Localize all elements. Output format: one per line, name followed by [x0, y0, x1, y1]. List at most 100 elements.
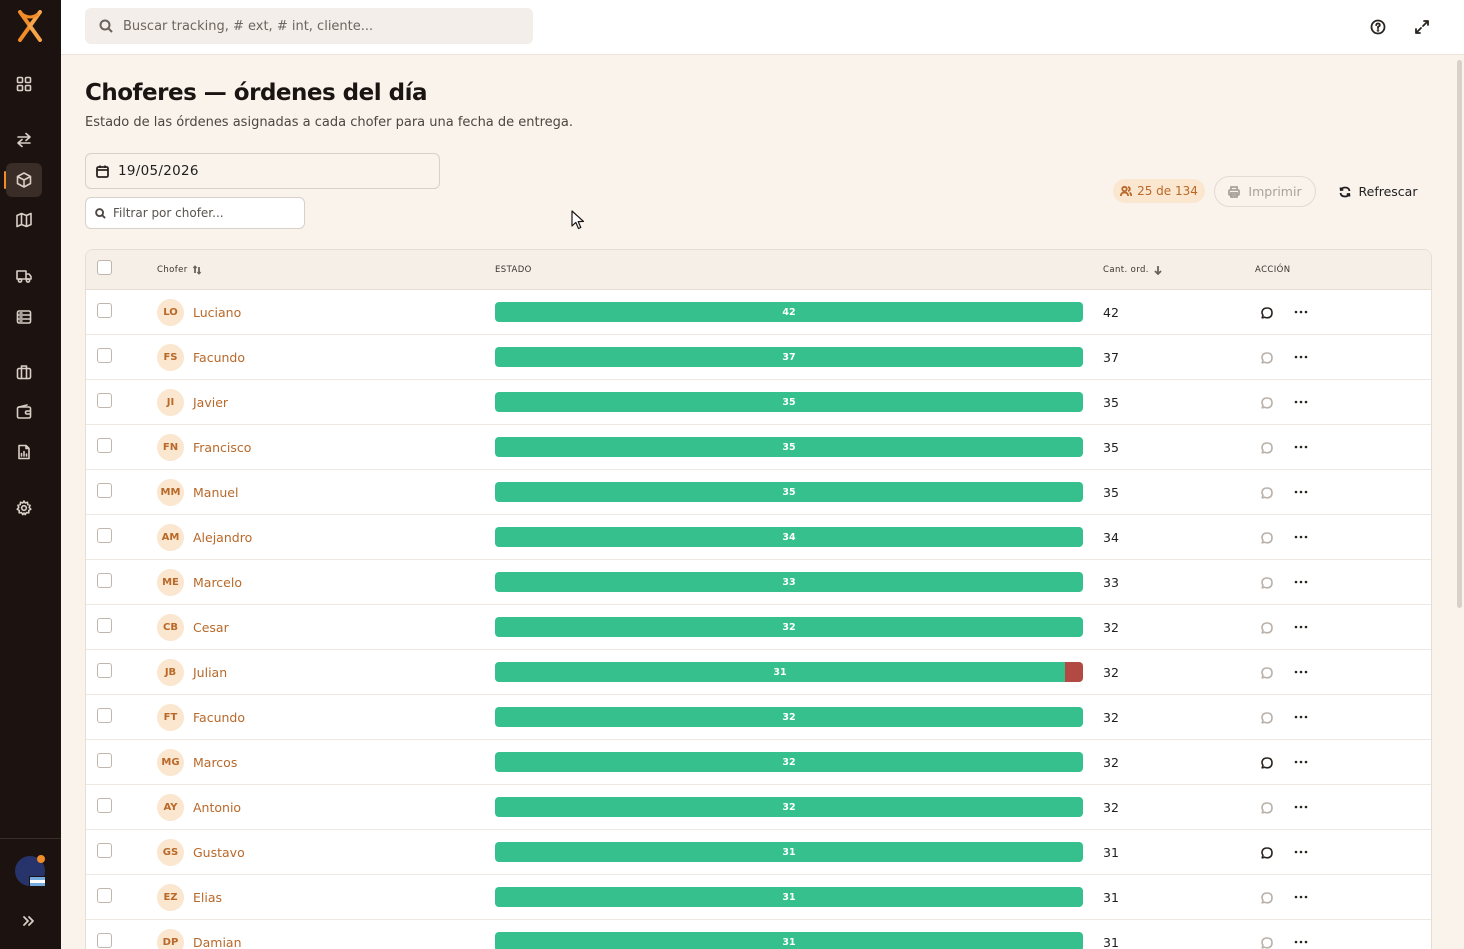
help-button[interactable] [1367, 16, 1389, 38]
more-actions-button[interactable] [1292, 530, 1310, 544]
more-actions-button[interactable] [1292, 935, 1310, 949]
delivery-date-picker[interactable]: 19/05/2026 [85, 153, 440, 189]
row-checkbox[interactable] [97, 753, 112, 768]
driver-name-link[interactable]: Marcelo [193, 575, 242, 590]
sidebar-nav-truck[interactable] [6, 259, 42, 293]
sidebar-nav-server[interactable] [6, 300, 42, 334]
driver-name-link[interactable]: Francisco [193, 440, 252, 455]
status-bar[interactable]: 42 [495, 302, 1083, 322]
more-actions-button[interactable] [1292, 620, 1310, 634]
more-actions-button[interactable] [1292, 350, 1310, 364]
table-row[interactable]: DP Damian 31 31 [86, 920, 1431, 949]
fullscreen-button[interactable] [1411, 16, 1433, 38]
driver-name-link[interactable]: Luciano [193, 305, 242, 320]
global-search[interactable] [85, 8, 533, 44]
table-row[interactable]: FS Facundo 37 37 [86, 335, 1431, 380]
table-row[interactable]: ME Marcelo 33 33 [86, 560, 1431, 605]
chat-button[interactable] [1260, 845, 1274, 859]
driver-filter[interactable] [85, 197, 305, 229]
more-actions-button[interactable] [1292, 575, 1310, 589]
chat-button[interactable] [1260, 305, 1274, 319]
sidebar-nav-transfer[interactable] [6, 123, 42, 157]
driver-name-link[interactable]: Julian [193, 665, 228, 680]
row-checkbox[interactable] [97, 618, 112, 633]
table-row[interactable]: AM Alejandro 34 34 [86, 515, 1431, 560]
chat-button[interactable] [1260, 485, 1274, 499]
chat-button[interactable] [1260, 710, 1274, 724]
sidebar-nav-dashboard[interactable] [6, 67, 42, 101]
driver-name-link[interactable]: Elias [193, 890, 223, 905]
driver-name-link[interactable]: Alejandro [193, 530, 253, 545]
row-checkbox[interactable] [97, 708, 112, 723]
chat-button[interactable] [1260, 440, 1274, 454]
more-actions-button[interactable] [1292, 440, 1310, 454]
table-row[interactable]: LO Luciano 42 42 [86, 290, 1431, 335]
status-bar[interactable]: 31 [495, 887, 1083, 907]
status-bar[interactable]: 34 [495, 527, 1083, 547]
more-actions-button[interactable] [1292, 755, 1310, 769]
status-bar[interactable]: 33 [495, 572, 1083, 592]
sidebar-nav-package[interactable] [4, 163, 42, 197]
table-row[interactable]: FN Francisco 35 35 [86, 425, 1431, 470]
row-checkbox[interactable] [97, 528, 112, 543]
chat-button[interactable] [1260, 395, 1274, 409]
row-checkbox[interactable] [97, 438, 112, 453]
sidebar-nav-briefcase[interactable] [6, 355, 42, 389]
chat-button[interactable] [1260, 575, 1274, 589]
table-row[interactable]: MM Manuel 35 35 [86, 470, 1431, 515]
chat-button[interactable] [1260, 935, 1274, 949]
status-bar[interactable]: 35 [495, 437, 1083, 457]
table-row[interactable]: CB Cesar 32 32 [86, 605, 1431, 650]
row-checkbox[interactable] [97, 798, 112, 813]
global-search-input[interactable] [123, 18, 523, 34]
table-row[interactable]: JB Julian 31 32 [86, 650, 1431, 695]
table-row[interactable]: MG Marcos 32 32 [86, 740, 1431, 785]
chat-button[interactable] [1260, 530, 1274, 544]
driver-name-link[interactable]: Cesar [193, 620, 229, 635]
more-actions-button[interactable] [1292, 800, 1310, 814]
row-checkbox[interactable] [97, 348, 112, 363]
driver-name-link[interactable]: Manuel [193, 485, 239, 500]
table-row[interactable]: EZ Elias 31 31 [86, 875, 1431, 920]
status-bar[interactable]: 37 [495, 347, 1083, 367]
select-all-checkbox[interactable] [97, 260, 112, 275]
row-checkbox[interactable] [97, 483, 112, 498]
more-actions-button[interactable] [1292, 890, 1310, 904]
chat-button[interactable] [1260, 890, 1274, 904]
app-logo[interactable] [16, 10, 44, 42]
more-actions-button[interactable] [1292, 305, 1310, 319]
chat-button[interactable] [1260, 755, 1274, 769]
table-row[interactable]: JI Javier 35 35 [86, 380, 1431, 425]
table-row[interactable]: GS Gustavo 31 31 [86, 830, 1431, 875]
row-checkbox[interactable] [97, 888, 112, 903]
driver-name-link[interactable]: Gustavo [193, 845, 245, 860]
sidebar-nav-wallet[interactable] [6, 395, 42, 429]
status-bar[interactable]: 32 [495, 752, 1083, 772]
more-actions-button[interactable] [1292, 845, 1310, 859]
sidebar-nav-report[interactable] [6, 435, 42, 469]
more-actions-button[interactable] [1292, 665, 1310, 679]
chat-button[interactable] [1260, 620, 1274, 634]
more-actions-button[interactable] [1292, 395, 1310, 409]
more-actions-button[interactable] [1292, 485, 1310, 499]
row-checkbox[interactable] [97, 303, 112, 318]
driver-name-link[interactable]: Facundo [193, 350, 246, 365]
driver-name-link[interactable]: Damian [193, 935, 242, 949]
row-checkbox[interactable] [97, 933, 112, 948]
sidebar-nav-gear[interactable] [6, 491, 42, 525]
refresh-button[interactable]: Refrescar [1330, 176, 1426, 207]
row-checkbox[interactable] [97, 573, 112, 588]
more-actions-button[interactable] [1292, 710, 1310, 724]
status-bar[interactable]: 31 [495, 842, 1083, 862]
driver-filter-input[interactable] [113, 206, 293, 220]
row-checkbox[interactable] [97, 393, 112, 408]
column-header-qty[interactable]: Cant. ord. [1103, 265, 1163, 275]
page-scrollbar[interactable] [1457, 60, 1462, 608]
driver-name-link[interactable]: Antonio [193, 800, 242, 815]
driver-name-link[interactable]: Marcos [193, 755, 238, 770]
driver-name-link[interactable]: Javier [193, 395, 229, 410]
status-bar[interactable]: 32 [495, 617, 1083, 637]
status-bar[interactable]: 35 [495, 392, 1083, 412]
chat-button[interactable] [1260, 665, 1274, 679]
status-bar[interactable]: 32 [495, 707, 1083, 727]
